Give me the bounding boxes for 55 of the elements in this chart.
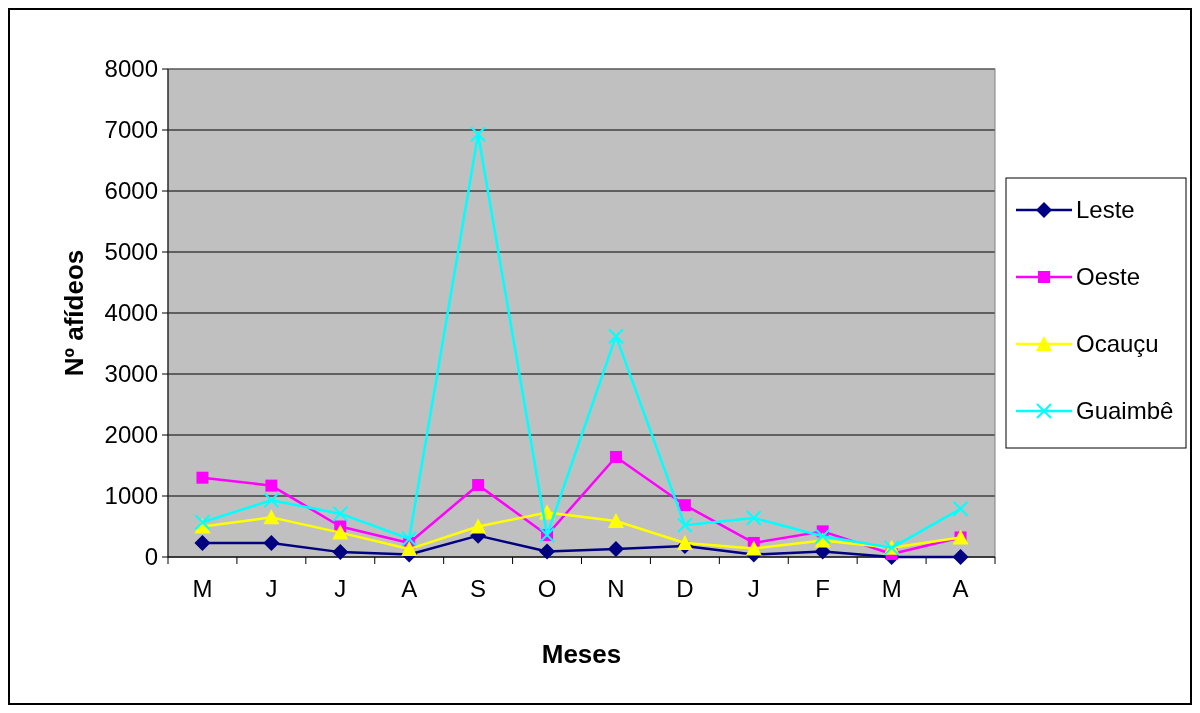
- y-tick-label: 4000: [104, 299, 158, 327]
- point: [263, 509, 280, 525]
- point: [745, 540, 762, 556]
- x-axis-title: Meses: [541, 639, 622, 669]
- legend-label: Oeste: [1076, 263, 1141, 291]
- x-tick-label: J: [265, 575, 278, 602]
- point: [952, 500, 969, 517]
- point: [194, 534, 211, 551]
- point: [678, 499, 691, 512]
- y-tick-label: 3000: [104, 360, 158, 388]
- point: [470, 126, 487, 143]
- point: [609, 450, 622, 463]
- point: [332, 524, 349, 540]
- x-tick-label: A: [401, 575, 418, 602]
- x-tick-label: M: [192, 575, 213, 602]
- point: [676, 534, 693, 550]
- y-tick-label: 1000: [104, 482, 158, 510]
- y-axis-title: Nº afídeos: [59, 249, 89, 377]
- point: [814, 528, 831, 545]
- point: [332, 505, 349, 522]
- x-tick-label: M: [881, 575, 902, 602]
- point: [194, 514, 211, 531]
- point: [401, 530, 418, 547]
- y-tick-label: 8000: [104, 55, 158, 83]
- y-tick-label: 7000: [104, 116, 158, 144]
- x-tick-label: N: [607, 575, 625, 602]
- point: [472, 479, 485, 492]
- x-tick-label: J: [334, 575, 347, 602]
- point: [607, 328, 624, 345]
- point: [401, 541, 418, 557]
- point: [745, 509, 762, 526]
- point: [263, 492, 280, 509]
- legend-label: Leste: [1076, 196, 1135, 224]
- x-tick-label: F: [815, 575, 831, 602]
- y-tick-label: 0: [144, 543, 158, 571]
- point: [607, 541, 624, 558]
- y-tick-label: 6000: [104, 177, 158, 205]
- point: [607, 513, 624, 529]
- point: [196, 471, 209, 484]
- x-tick-label: J: [747, 575, 760, 602]
- x-tick-label: A: [952, 575, 969, 602]
- point: [263, 534, 280, 551]
- x-tick-label: O: [537, 575, 557, 602]
- point: [952, 549, 969, 565]
- x-tick-label: S: [470, 575, 487, 602]
- y-tick-label: 2000: [104, 421, 158, 449]
- point: [539, 543, 556, 560]
- y-tick-label: 5000: [104, 238, 158, 266]
- x-tick-label: D: [676, 575, 694, 602]
- point: [676, 517, 693, 534]
- point: [470, 518, 487, 534]
- legend-label: Ocauçu: [1076, 330, 1159, 358]
- legend-label: Guaimbê: [1076, 397, 1174, 425]
- point: [265, 479, 278, 492]
- point: [332, 544, 349, 561]
